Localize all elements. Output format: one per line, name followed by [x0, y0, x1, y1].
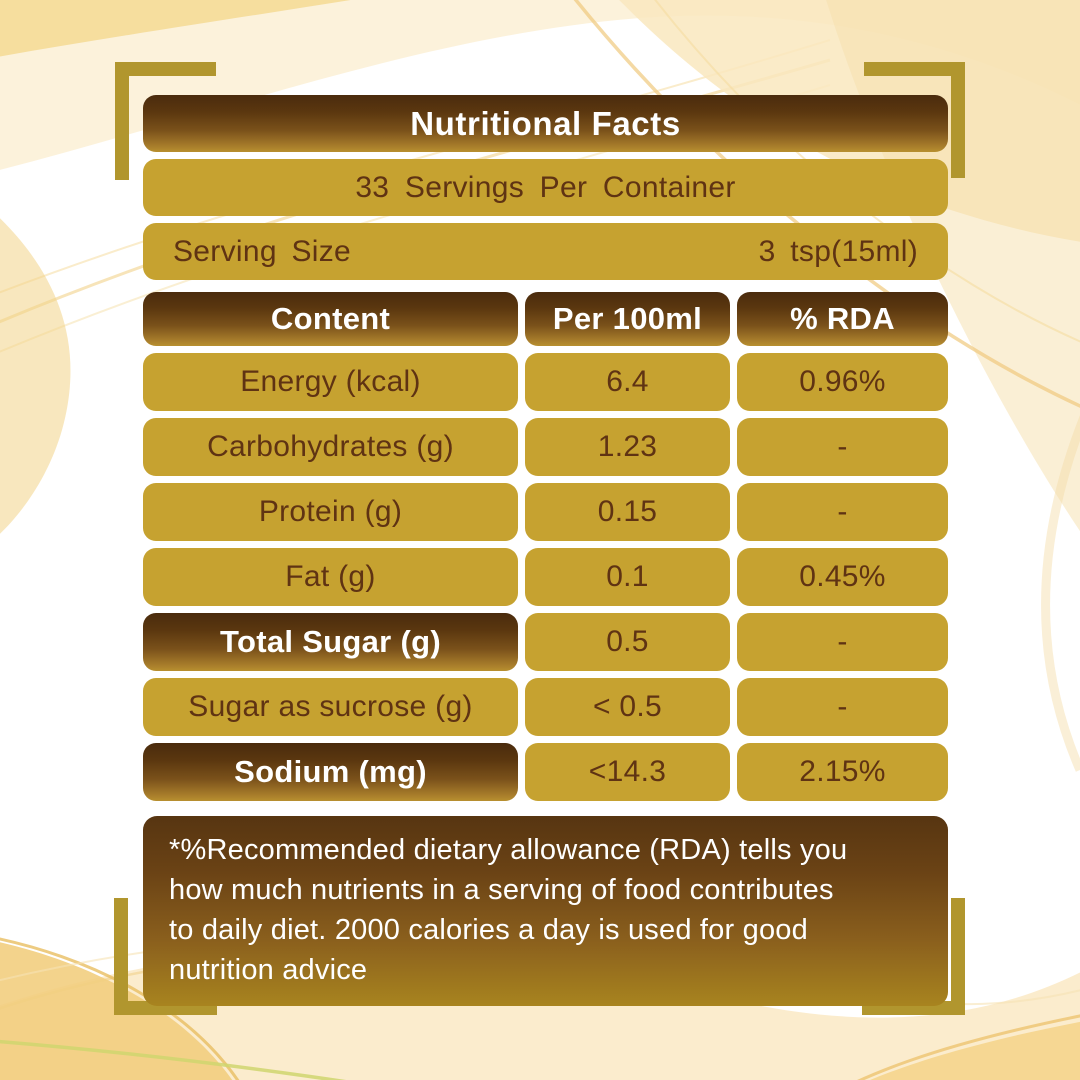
column-header-rda: % RDA — [737, 292, 948, 346]
row-rda-value: - — [737, 613, 948, 671]
row-label: Sodium (mg) — [143, 743, 518, 801]
serving-size-row: Serving Size 3 tsp(15ml) — [143, 223, 948, 280]
table-row-sodium: Sodium (mg) <14.3 2.15% — [143, 743, 948, 801]
row-per100ml-value: < 0.5 — [525, 678, 730, 736]
table-header-row: Content Per 100ml % RDA — [143, 292, 948, 346]
row-rda-value: 0.96% — [737, 353, 948, 411]
table-row-carbohydrates: Carbohydrates (g) 1.23 - — [143, 418, 948, 476]
row-rda-value: - — [737, 483, 948, 541]
row-rda-value: - — [737, 418, 948, 476]
table-row-total-sugar: Total Sugar (g) 0.5 - — [143, 613, 948, 671]
serving-size-value: 3 tsp(15ml) — [758, 234, 918, 268]
row-label: Total Sugar (g) — [143, 613, 518, 671]
rda-footnote-line: to daily diet. 2000 calories a day is us… — [169, 914, 808, 946]
row-rda-value: 0.45% — [737, 548, 948, 606]
row-per100ml-value: 1.23 — [525, 418, 730, 476]
rda-footnote-line: how much nutrients in a serving of food … — [169, 874, 834, 906]
rda-footnote-line: nutrition advice — [169, 954, 368, 986]
rda-footnote: *%Recommended dietary allowance (RDA) te… — [143, 816, 948, 1006]
servings-per-container: 33 Servings Per Container — [143, 159, 948, 216]
frame-corner-top-right — [864, 62, 965, 178]
row-label: Fat (g) — [143, 548, 518, 606]
table-row-fat: Fat (g) 0.1 0.45% — [143, 548, 948, 606]
table-row-energy: Energy (kcal) 6.4 0.96% — [143, 353, 948, 411]
row-rda-value: 2.15% — [737, 743, 948, 801]
row-rda-value: - — [737, 678, 948, 736]
table-row-protein: Protein (g) 0.15 - — [143, 483, 948, 541]
row-label: Protein (g) — [143, 483, 518, 541]
table-row-sugar-as-sucrose: Sugar as sucrose (g) < 0.5 - — [143, 678, 948, 736]
row-label: Sugar as sucrose (g) — [143, 678, 518, 736]
row-per100ml-value: 0.5 — [525, 613, 730, 671]
nutrition-facts-panel: Nutritional Facts 33 Servings Per Contai… — [143, 95, 948, 1006]
row-per100ml-value: 0.15 — [525, 483, 730, 541]
column-header-content: Content — [143, 292, 518, 346]
rda-footnote-line: *%Recommended dietary allowance (RDA) te… — [169, 834, 848, 866]
row-label: Carbohydrates (g) — [143, 418, 518, 476]
panel-title: Nutritional Facts — [143, 95, 948, 152]
row-per100ml-value: 6.4 — [525, 353, 730, 411]
row-per100ml-value: <14.3 — [525, 743, 730, 801]
serving-size-label: Serving Size — [173, 234, 352, 268]
row-per100ml-value: 0.1 — [525, 548, 730, 606]
frame-corner-top-left — [115, 62, 216, 180]
column-header-per100ml: Per 100ml — [525, 292, 730, 346]
row-label: Energy (kcal) — [143, 353, 518, 411]
